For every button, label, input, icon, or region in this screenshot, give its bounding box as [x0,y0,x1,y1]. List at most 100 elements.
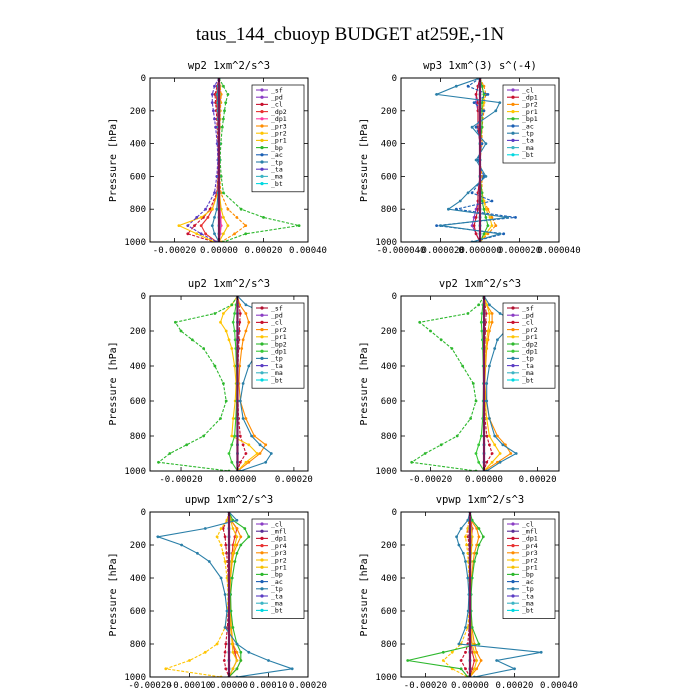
x-tick-label: 0.00040 [540,681,578,691]
panel-2: wp3 1xm^(3) s^(-4) Pressure [hPa] -0.00004… [359,60,581,256]
data-point [186,232,190,236]
legend-label: _dp1 [522,535,538,543]
data-point [474,125,478,129]
data-point [230,460,234,464]
y-tick-label: 200 [381,327,397,337]
y-tick-label: 400 [381,574,397,584]
legend-marker [260,153,264,157]
legend-marker [260,356,264,360]
data-point [418,320,422,324]
legend-label: _ac [271,578,283,586]
y-tick-label: 800 [381,205,397,215]
data-point [195,216,199,219]
x-tick-label: -0.00020 [404,681,447,691]
panel-3: up2 1xm^2/s^3 Pressure [hPa] -0.00020 0.000… [108,278,313,485]
legend-label: _pr4 [522,542,538,550]
legend-marker [511,138,515,142]
axes-frame [400,511,560,678]
legend-label: _tp [271,585,283,593]
legend-label: _ta [271,362,283,370]
data-point [488,443,491,447]
data-point [235,659,239,662]
data-point [241,443,245,447]
legend-label: _bt [522,151,534,159]
data-point [231,417,235,420]
data-point [212,109,215,113]
panel-title: vpwp 1xm^2/s^3 [436,494,525,506]
data-point [233,338,237,342]
legend-label: _tp [522,130,534,138]
data-point [473,659,476,662]
data-point [473,560,476,563]
data-point [493,347,497,350]
data-point [240,347,244,350]
legend-label: _pr2 [522,326,538,334]
data-point [210,224,214,228]
data-point [255,452,259,455]
legend-marker [511,153,515,157]
data-point [454,84,458,88]
legend-label: _pr1 [271,137,287,145]
data-point [470,576,474,580]
data-point [484,142,488,146]
data-point [477,642,481,646]
data-point [493,434,497,438]
y-axis-label: Pressure [hPa] [108,118,119,202]
x-tick-label: -0.000020 [416,246,465,256]
data-point [474,399,478,403]
legend-marker [511,572,515,577]
legend-label: _bt [522,607,534,615]
legend-marker [511,313,515,317]
legend-marker [511,88,515,92]
legend-marker [511,587,515,591]
legend-marker [511,342,515,346]
data-point [227,452,231,455]
data-point [258,452,262,455]
data-point [450,650,454,654]
data-point [215,207,219,211]
data-point [473,650,476,654]
panel-title: vp2 1xm^2/s^3 [439,278,521,290]
legend-label: _pr1 [271,333,287,341]
data-point [223,650,227,654]
data-point [475,527,479,530]
data-point [238,460,242,464]
data-point [476,199,480,203]
y-tick-label: 0 [392,292,397,302]
axes-frame [400,295,560,472]
data-point [226,207,230,211]
x-tick-label: -0.00020 [159,475,202,485]
data-point [180,543,184,547]
data-point [290,667,294,671]
legend-marker [260,117,264,121]
x-tick-label: 0.00020 [275,475,313,485]
data-point [238,399,242,403]
data-point [250,434,254,438]
data-point [464,650,467,654]
data-point [470,642,474,646]
data-point [466,312,470,315]
data-point [486,207,490,211]
data-point [475,551,479,555]
data-point [233,543,237,547]
legend-marker [511,349,515,353]
legend-marker [260,558,264,562]
data-point [186,224,190,228]
data-point [204,207,208,211]
legend-label: _tp [522,355,534,363]
x-tick-label: 0.00000 [200,246,238,256]
data-point [480,101,484,104]
legend-label: _dp2 [271,108,287,116]
data-point [480,84,484,88]
data-point [474,216,478,219]
legend-marker [260,594,264,598]
data-point [215,535,219,539]
data-point [174,320,177,324]
data-point [241,382,245,385]
series-line-bp2 [157,296,238,471]
data-point [230,560,233,563]
axes-frame [149,77,309,243]
y-tick-label: 0 [392,74,397,84]
legend-label: _mfl [271,528,287,536]
data-point [435,224,438,228]
